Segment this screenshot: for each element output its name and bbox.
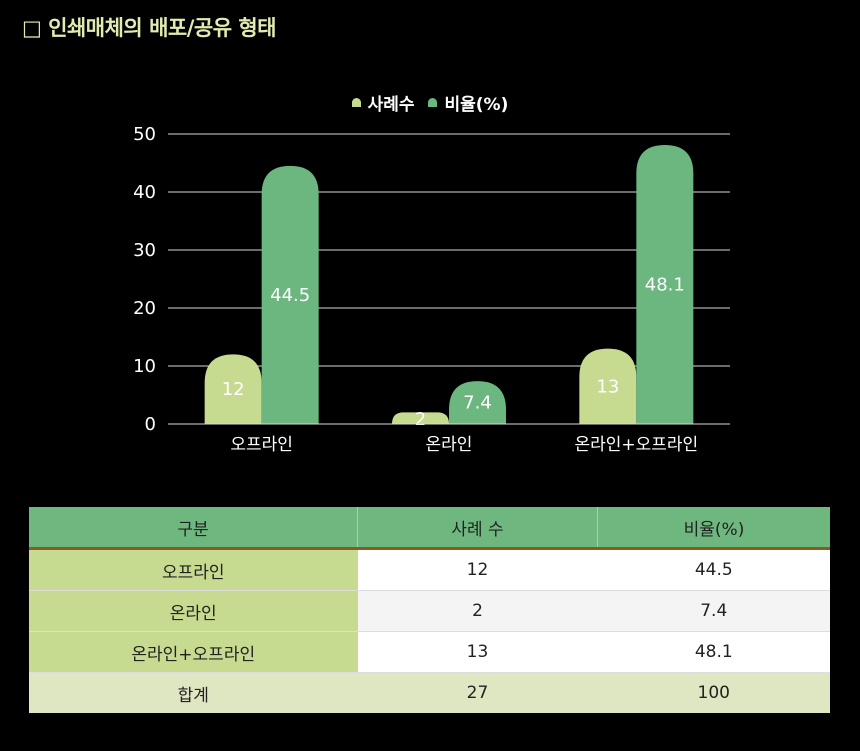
total-ratio: 100 [597,672,830,713]
bar-series-1 [392,412,449,424]
y-tick-label: 30 [133,240,156,261]
header-count: 사례 수 [357,507,598,550]
row-label: 온라인+오프라인 [29,631,358,673]
table-row: 온라인+오프라인 13 48.1 [29,631,830,673]
legend-item-series-1: 사례수 [351,90,415,115]
x-tick-label: 온라인 [426,435,473,455]
x-tick-label: 오프라인 [230,435,293,455]
row-label: 오프라인 [29,548,358,591]
data-label-series-2: 48.1 [645,275,685,296]
data-label-series-1: 2 [415,409,426,430]
legend-swatch-series-2 [428,98,438,107]
bar-series-1 [579,348,637,424]
total-count: 27 [357,672,598,713]
data-label-series-1: 12 [222,379,245,400]
data-label-series-2: 7.4 [463,393,492,414]
chart-legend: 사례수 비율(%) [0,90,860,115]
row-count: 13 [357,631,598,673]
y-tick-label: 50 [133,124,156,145]
y-tick-label: 10 [133,356,156,377]
legend-label-series-1: 사례수 [367,95,415,115]
row-label: 온라인 [29,590,358,632]
bar-series-2 [261,165,319,424]
page-title: □ 인쇄매체의 배포/공유 형태 [22,16,276,40]
data-label-series-1: 13 [596,376,619,397]
y-tick-label: 40 [133,182,156,203]
bar-chart: 0 10 20 30 40 50 12 44.5 오프라인 2 7.4 온라인 13 48.1 온라인+오프… [133,124,730,455]
table-row: 온라인 2 7.4 [29,590,830,632]
bar-series-2 [449,381,506,424]
row-ratio: 48.1 [597,631,830,673]
y-tick-label: 0 [145,414,156,435]
total-label: 합계 [29,672,358,713]
header-category: 구분 [29,507,358,550]
bar-series-1 [204,354,262,424]
x-tick-label: 온라인+오프라인 [574,435,698,455]
row-count: 2 [357,590,598,632]
y-tick-label: 20 [133,298,156,319]
legend-label-series-2: 비율(%) [444,95,509,115]
row-count: 12 [357,548,598,591]
legend-swatch-series-1 [351,98,361,107]
legend-item-series-2: 비율(%) [428,90,508,115]
data-table: 구분 사례 수 비율(%) 오프라인 12 44.5 온라인 2 7.4 온라인… [29,507,830,713]
row-ratio: 44.5 [597,548,830,591]
row-ratio: 7.4 [597,590,830,632]
table-header-row: 구분 사례 수 비율(%) [29,507,830,550]
table-total-row: 합계 27 100 [29,672,830,713]
data-label-series-2: 44.5 [270,285,310,306]
table-row: 오프라인 12 44.5 [29,548,830,591]
header-ratio: 비율(%) [597,507,830,550]
bar-series-2 [636,145,694,424]
